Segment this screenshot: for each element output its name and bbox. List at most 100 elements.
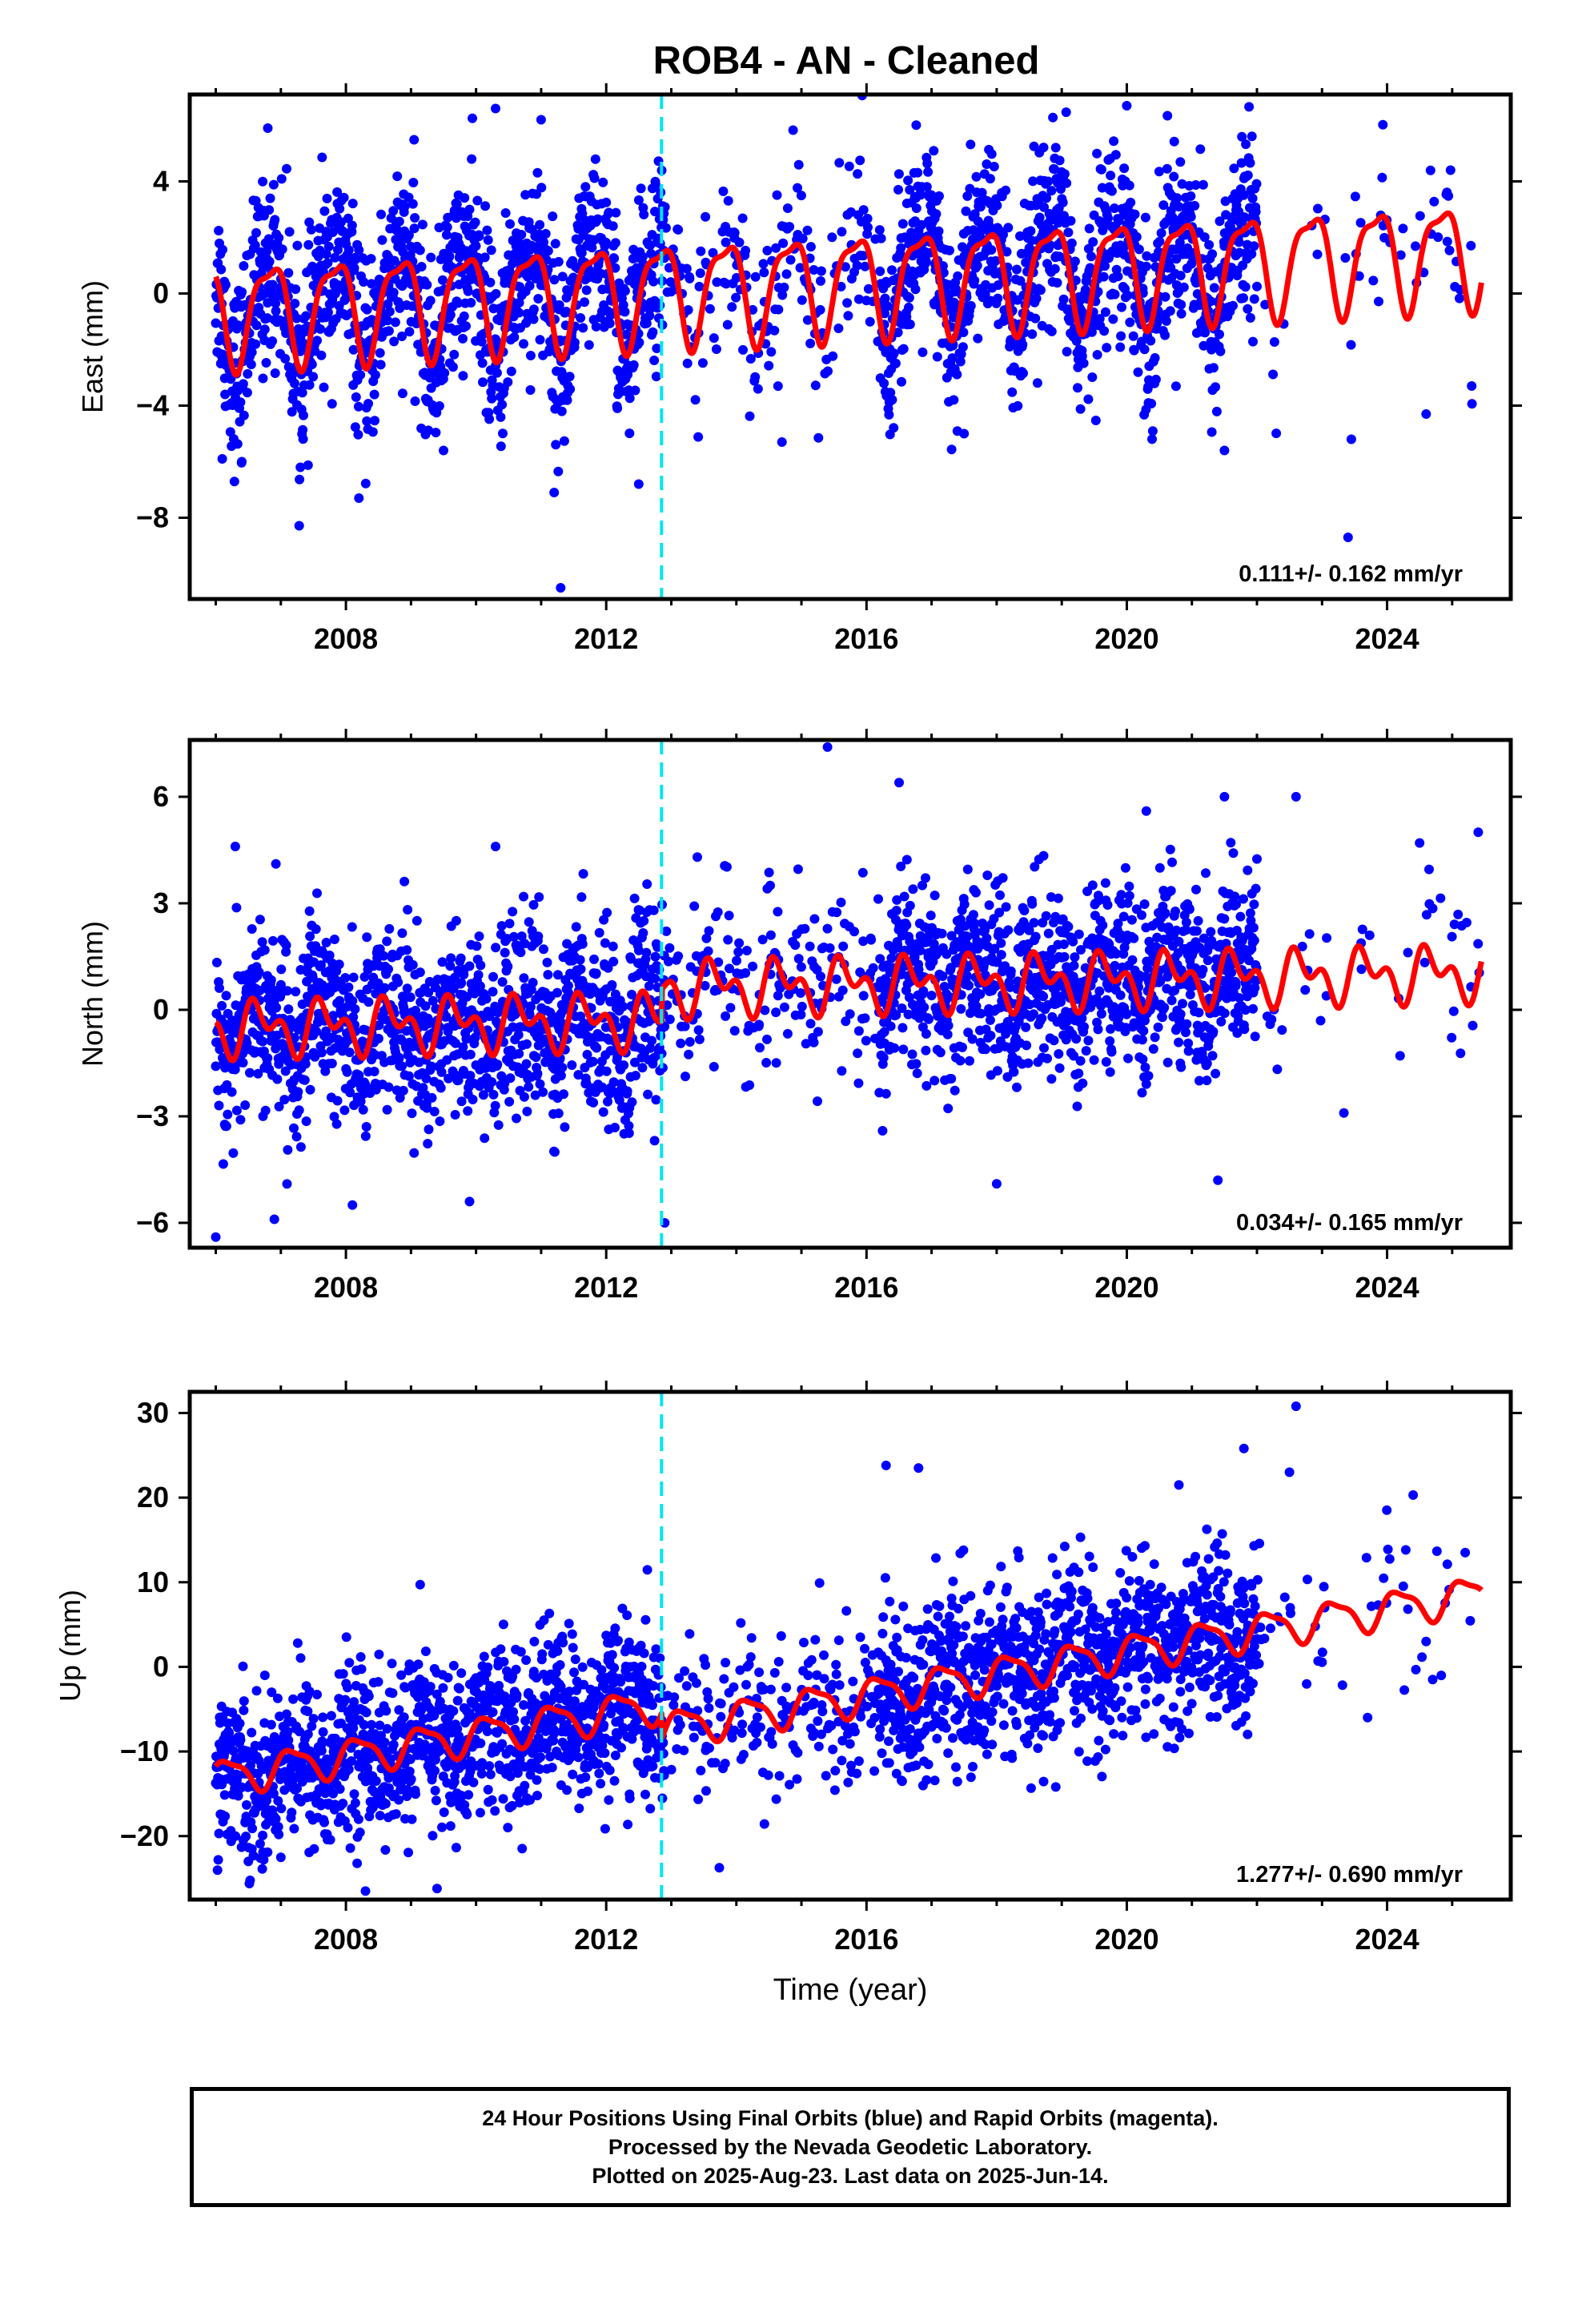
observation-point: [1092, 350, 1102, 360]
observation-point: [1075, 1055, 1086, 1066]
observation-point: [877, 1126, 888, 1136]
observation-point: [1467, 381, 1477, 391]
observation-point: [932, 352, 942, 362]
observation-point: [327, 399, 337, 409]
observation-point: [576, 892, 587, 903]
observation-point: [1027, 899, 1038, 909]
observation-point: [1269, 337, 1279, 347]
observation-point: [553, 256, 564, 267]
model-fit-curve: [213, 210, 1484, 378]
observation-point: [500, 947, 510, 958]
observation-point: [516, 230, 527, 239]
observation-point: [908, 884, 918, 895]
observation-point: [370, 416, 379, 426]
observation-point: [778, 238, 789, 248]
observation-point: [1221, 210, 1231, 220]
observation-point: [299, 410, 308, 420]
observation-point: [497, 977, 508, 987]
observation-point: [718, 186, 729, 196]
observation-point: [557, 271, 568, 282]
observation-point: [251, 320, 262, 331]
observation-point: [868, 963, 878, 973]
observation-point: [251, 339, 261, 349]
observation-point: [773, 907, 783, 917]
observation-point: [1215, 329, 1224, 340]
observation-point: [1120, 862, 1130, 873]
observation-point: [863, 283, 873, 294]
observation-point: [1066, 238, 1077, 248]
observation-point: [837, 1066, 847, 1076]
observation-point: [319, 206, 330, 216]
observation-point: [647, 1035, 656, 1046]
observation-point: [880, 308, 889, 319]
observation-point: [214, 226, 224, 235]
observation-point: [268, 935, 278, 946]
observation-point: [549, 1147, 560, 1157]
observation-point: [1084, 223, 1094, 234]
observation-point: [290, 299, 300, 308]
observation-point: [1049, 164, 1059, 175]
observation-point: [1078, 1078, 1088, 1088]
observation-point: [598, 177, 608, 187]
observation-point: [1154, 167, 1164, 177]
observation-point: [1206, 296, 1216, 307]
observation-point: [921, 873, 930, 883]
observation-point: [389, 336, 400, 347]
observation-point: [339, 1105, 350, 1116]
observation-point: [1130, 209, 1140, 219]
y-tick-label: 4: [153, 165, 169, 198]
observation-point: [1012, 1082, 1022, 1092]
observation-point: [772, 190, 782, 200]
observation-point: [571, 922, 581, 932]
observation-point: [802, 225, 813, 235]
observation-point: [217, 454, 227, 464]
observation-point: [1467, 399, 1477, 409]
observation-point: [962, 864, 973, 875]
observation-point: [750, 372, 761, 382]
observation-point: [681, 1072, 690, 1082]
observation-point: [559, 1089, 568, 1100]
observation-point: [383, 326, 394, 336]
observation-point: [834, 158, 845, 168]
observation-point: [575, 955, 585, 965]
observation-point: [1125, 317, 1135, 328]
observation-point: [400, 876, 410, 887]
observation-point: [1038, 991, 1049, 1002]
observation-point: [958, 342, 968, 352]
observation-point: [690, 395, 701, 405]
observation-point: [1161, 316, 1171, 326]
observation-point: [1081, 1046, 1091, 1056]
observation-point: [276, 964, 287, 975]
observation-point: [897, 219, 908, 229]
observation-point: [650, 179, 661, 190]
observation-point: [503, 377, 513, 388]
observation-point: [565, 384, 576, 394]
observation-point: [1191, 926, 1202, 936]
observation-point: [813, 432, 824, 443]
observation-point: [790, 940, 801, 951]
observation-point: [393, 977, 404, 987]
observation-point: [1019, 906, 1030, 915]
observation-point: [1159, 1003, 1170, 1013]
observation-point: [721, 237, 731, 247]
observation-point: [935, 1047, 946, 1058]
observation-point: [755, 1043, 765, 1053]
observation-point: [293, 1087, 303, 1097]
observation-point: [564, 372, 575, 382]
observation-point: [986, 149, 997, 159]
observation-point: [911, 203, 921, 213]
observation-point: [622, 1086, 632, 1096]
observation-point: [1245, 312, 1255, 323]
observation-point: [1103, 213, 1113, 223]
observation-point: [321, 938, 331, 947]
observation-point: [321, 1026, 331, 1036]
observation-point: [753, 384, 763, 394]
observation-point: [901, 312, 912, 322]
observation-point: [1147, 426, 1158, 436]
observation-point: [422, 279, 432, 290]
observation-point: [1193, 915, 1203, 926]
observation-point: [322, 193, 332, 203]
observation-point: [591, 321, 601, 332]
observation-point: [754, 1019, 765, 1030]
